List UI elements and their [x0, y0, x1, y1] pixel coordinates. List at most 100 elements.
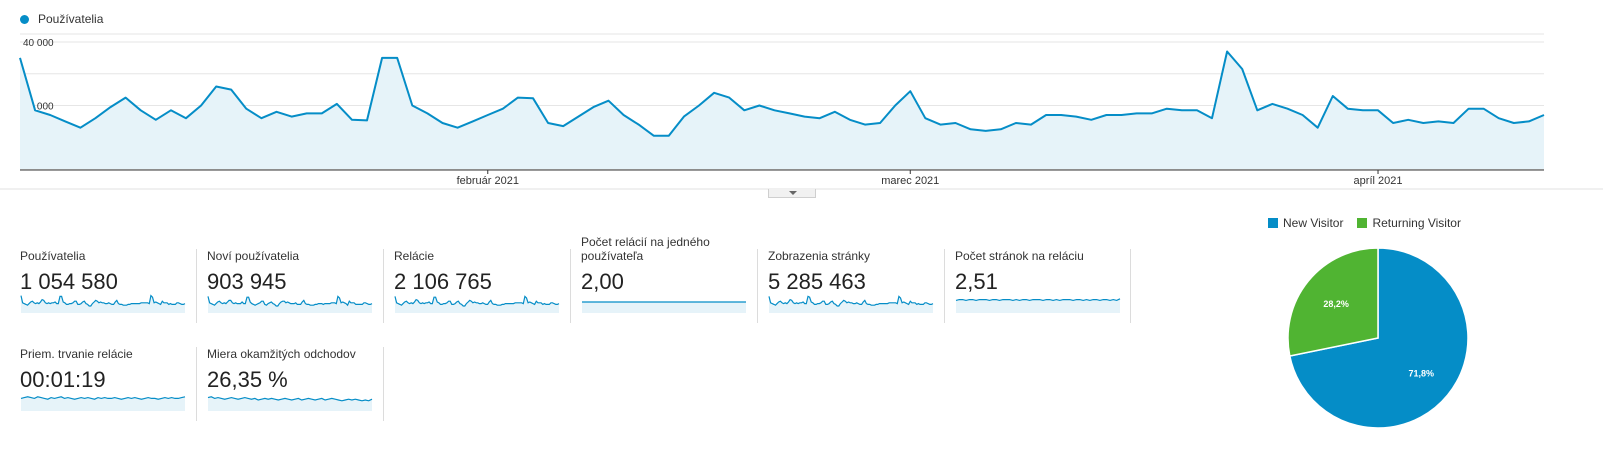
data-point[interactable] — [1419, 119, 1427, 127]
data-point[interactable] — [1072, 113, 1080, 121]
data-point[interactable] — [227, 86, 235, 94]
data-point[interactable] — [665, 132, 673, 140]
data-point[interactable] — [997, 125, 1005, 133]
data-point[interactable] — [1389, 119, 1397, 127]
data-point[interactable] — [1374, 106, 1382, 114]
data-point[interactable] — [604, 97, 612, 105]
data-point[interactable] — [1540, 111, 1548, 119]
data-point[interactable] — [1329, 92, 1337, 100]
data-point[interactable] — [1238, 65, 1246, 73]
data-point[interactable] — [16, 54, 24, 62]
data-point[interactable] — [273, 108, 281, 116]
data-point[interactable] — [740, 106, 748, 114]
data-point[interactable] — [1404, 116, 1412, 124]
data-point[interactable] — [167, 106, 175, 114]
data-point[interactable] — [589, 103, 597, 111]
data-point[interactable] — [1449, 119, 1457, 127]
data-point[interactable] — [725, 94, 733, 102]
data-point[interactable] — [393, 54, 401, 62]
metric-card[interactable]: Počet relácií na jedného používateľa 2,00 — [581, 235, 757, 313]
data-point[interactable] — [288, 113, 296, 121]
metric-card[interactable]: Počet stránok na reláciu 2,51 — [955, 249, 1131, 325]
data-point[interactable] — [1042, 111, 1050, 119]
data-point[interactable] — [107, 103, 115, 111]
metric-card[interactable]: Miera okamžitých odchodov 26,35 % — [207, 347, 383, 423]
data-point[interactable] — [242, 105, 250, 113]
data-point[interactable] — [423, 109, 431, 117]
data-point[interactable] — [318, 109, 326, 117]
data-point[interactable] — [438, 119, 446, 127]
data-point[interactable] — [514, 94, 522, 102]
collapse-chart-button[interactable] — [768, 189, 816, 198]
data-point[interactable] — [182, 114, 190, 122]
data-point[interactable] — [378, 54, 386, 62]
data-point[interactable] — [710, 89, 718, 97]
data-point[interactable] — [1465, 105, 1473, 113]
data-point[interactable] — [484, 111, 492, 119]
data-point[interactable] — [544, 119, 552, 127]
data-point[interactable] — [1510, 119, 1518, 127]
data-point[interactable] — [876, 119, 884, 127]
data-point[interactable] — [1102, 111, 1110, 119]
data-point[interactable] — [846, 116, 854, 124]
data-point[interactable] — [197, 102, 205, 110]
data-point[interactable] — [76, 124, 84, 132]
data-point[interactable] — [1344, 105, 1352, 113]
data-point[interactable] — [680, 113, 688, 121]
metric-card[interactable]: Zobrazenia stránky 5 285 463 — [768, 249, 944, 325]
data-point[interactable] — [363, 116, 371, 124]
data-point[interactable] — [303, 109, 311, 117]
data-point[interactable] — [635, 121, 643, 129]
data-point[interactable] — [1223, 48, 1231, 56]
data-point[interactable] — [257, 114, 265, 122]
data-point[interactable] — [1027, 121, 1035, 129]
data-point[interactable] — [529, 94, 537, 102]
data-point[interactable] — [967, 125, 975, 133]
data-point[interactable] — [982, 127, 990, 135]
data-point[interactable] — [469, 117, 477, 125]
data-point[interactable] — [1163, 105, 1171, 113]
data-point[interactable] — [1208, 114, 1216, 122]
data-point[interactable] — [770, 106, 778, 114]
data-point[interactable] — [137, 106, 145, 114]
data-point[interactable] — [348, 116, 356, 124]
pie-slice-returning-visitor[interactable] — [1287, 247, 1379, 357]
data-point[interactable] — [936, 121, 944, 129]
data-point[interactable] — [952, 119, 960, 127]
data-point[interactable] — [1057, 111, 1065, 119]
data-point[interactable] — [1012, 119, 1020, 127]
data-point[interactable] — [906, 87, 914, 95]
data-point[interactable] — [1359, 106, 1367, 114]
pie-slice-new-visitor[interactable] — [1288, 247, 1469, 429]
data-point[interactable] — [1193, 106, 1201, 114]
data-point[interactable] — [801, 113, 809, 121]
data-point[interactable] — [1314, 124, 1322, 132]
data-point[interactable] — [1253, 106, 1261, 114]
data-point[interactable] — [1268, 100, 1276, 108]
data-point[interactable] — [1480, 105, 1488, 113]
data-point[interactable] — [499, 105, 507, 113]
data-point[interactable] — [650, 132, 658, 140]
metric-card[interactable]: Relácie 2 106 765 — [394, 249, 570, 325]
data-point[interactable] — [816, 114, 824, 122]
data-point[interactable] — [408, 102, 416, 110]
pie-legend-item-new[interactable]: New Visitor — [1268, 216, 1343, 230]
data-point[interactable] — [46, 111, 54, 119]
data-point[interactable] — [921, 114, 929, 122]
data-point[interactable] — [1133, 109, 1141, 117]
data-point[interactable] — [91, 114, 99, 122]
data-point[interactable] — [559, 122, 567, 130]
data-point[interactable] — [786, 109, 794, 117]
data-point[interactable] — [1299, 111, 1307, 119]
pie-legend-item-returning[interactable]: Returning Visitor — [1357, 216, 1461, 230]
data-point[interactable] — [1495, 114, 1503, 122]
metric-card[interactable]: Noví používatelia 903 945 — [207, 249, 383, 325]
data-point[interactable] — [831, 108, 839, 116]
data-point[interactable] — [61, 117, 69, 125]
data-point[interactable] — [152, 116, 160, 124]
data-point[interactable] — [1283, 105, 1291, 113]
data-point[interactable] — [574, 113, 582, 121]
data-point[interactable] — [454, 124, 462, 132]
data-point[interactable] — [891, 102, 899, 110]
data-point[interactable] — [212, 82, 220, 90]
